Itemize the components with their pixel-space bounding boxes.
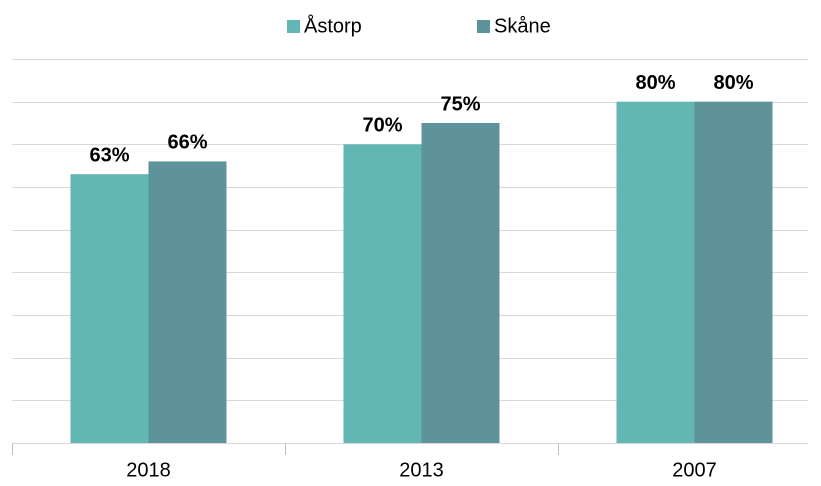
data-label: 80% <box>713 72 753 94</box>
data-label: 63% <box>89 144 129 166</box>
bar <box>70 174 149 443</box>
bar <box>421 123 500 443</box>
x-tick-label: 2013 <box>399 459 444 481</box>
legend-swatch <box>287 20 300 33</box>
legend-label: Skåne <box>494 15 551 37</box>
x-tick-label: 2018 <box>126 459 171 481</box>
bar <box>694 101 773 444</box>
legend-label: Åstorp <box>304 14 362 37</box>
bar <box>343 144 422 444</box>
legend-swatch <box>477 20 490 33</box>
data-label: 66% <box>167 132 207 154</box>
x-tick-label: 2007 <box>672 459 717 481</box>
bar <box>616 101 695 444</box>
bar <box>148 161 227 443</box>
data-label: 75% <box>440 93 480 115</box>
data-label: 80% <box>635 72 675 94</box>
data-label: 70% <box>362 115 402 137</box>
